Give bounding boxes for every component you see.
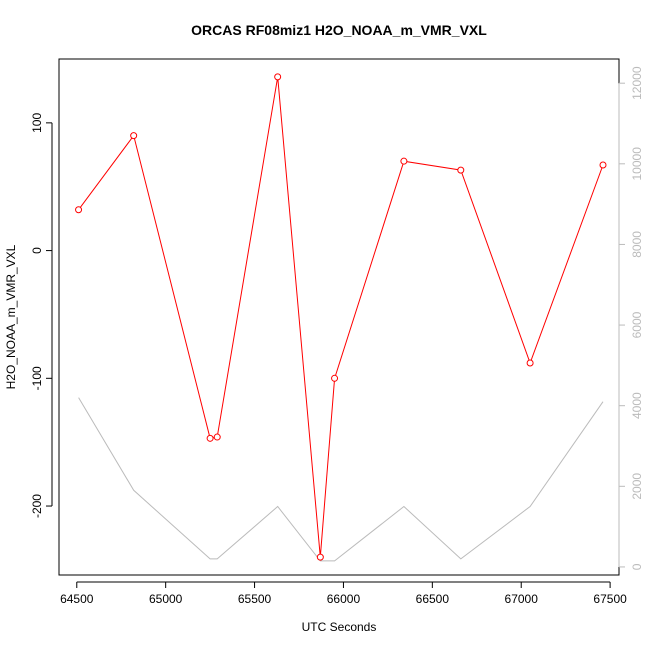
y-tick-label: -100 [30,366,44,390]
chart-title: ORCAS RF08miz1 H2O_NOAA_m_VMR_VXL [191,22,487,38]
x-tick-label: 64500 [60,592,94,606]
x-tick-label: 67500 [593,592,627,606]
y2-tick-label: 8000 [630,231,644,258]
data-point [213,433,221,441]
x-tick-label: 66000 [327,592,361,606]
series-layer [75,73,607,562]
data-point [400,157,408,165]
x-tick-label: 66500 [416,592,450,606]
series-line-left [78,76,604,558]
x-tick-label: 65000 [149,592,183,606]
data-point [316,553,324,561]
y2-tick-label: 4000 [630,392,644,419]
data-point [206,434,214,442]
data-point [75,206,83,214]
data-point [331,374,339,382]
data-point [599,161,607,169]
y-tick-label: 0 [30,247,44,254]
y2-tick-label: 10000 [630,147,644,181]
series-line-right [78,397,604,562]
y2-tick-label: 12000 [630,66,644,100]
data-point [274,73,282,81]
plot-frame [58,58,620,576]
x-tick-label: 65500 [238,592,272,606]
y2-tick-label: 6000 [630,311,644,338]
y-axis-right: 0 2000 4000 6000 8000 10000 12000 [618,66,644,570]
data-point [526,359,534,367]
y-axis-label: H2O_NOAA_m_VMR_VXL [4,244,18,389]
y-tick-label: 100 [30,113,44,133]
data-point [130,132,138,140]
data-point [457,166,465,174]
y-axis-left: -200 -100 0 100 [30,113,53,518]
x-axis-label: UTC Seconds [302,620,377,634]
y2-tick-label: 0 [630,563,644,570]
x-axis: 64500 65000 65500 66000 66500 67000 67500 [60,581,627,606]
y-tick-label: -200 [30,494,44,518]
y2-tick-label: 2000 [630,473,644,500]
x-tick-label: 67000 [505,592,539,606]
